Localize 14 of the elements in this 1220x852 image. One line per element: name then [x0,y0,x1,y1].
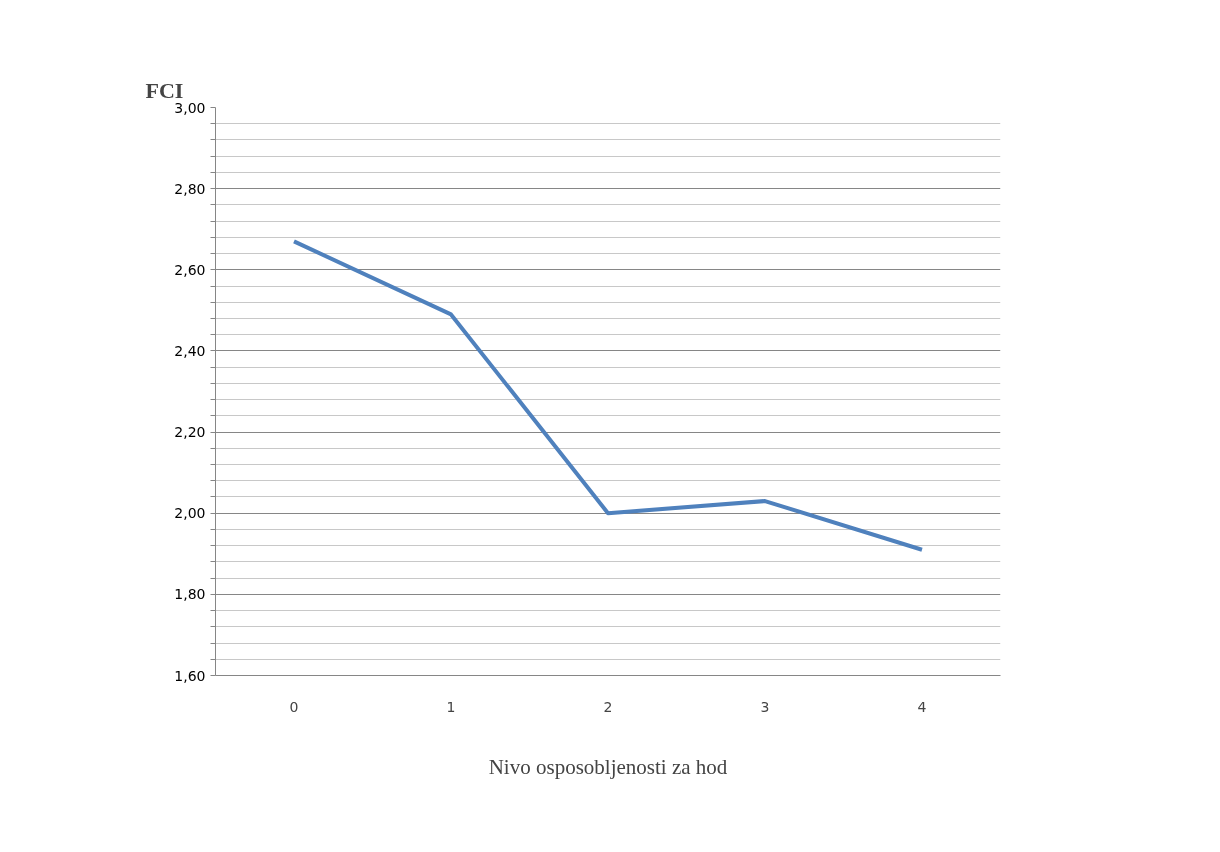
x-tick-label: 2 [603,698,613,715]
y-tick-label: 2,60 [174,261,206,278]
y-tick-label: 2,00 [174,505,206,522]
y-tick-label: 2,20 [174,424,206,441]
x-tick-label: 4 [917,698,927,715]
x-tick-label: 0 [289,698,299,715]
x-tick-label: 3 [760,698,770,715]
line-series [292,239,924,552]
y-tick-label: 2,80 [174,180,206,197]
x-axis-title: Nivo osposobljenosti za hod [488,754,728,779]
y-tick-label: 2,40 [174,342,206,359]
x-tick-label: 1 [446,698,456,715]
y-tick-label: 1,60 [174,667,206,684]
y-tick-label: 1,80 [174,586,206,603]
